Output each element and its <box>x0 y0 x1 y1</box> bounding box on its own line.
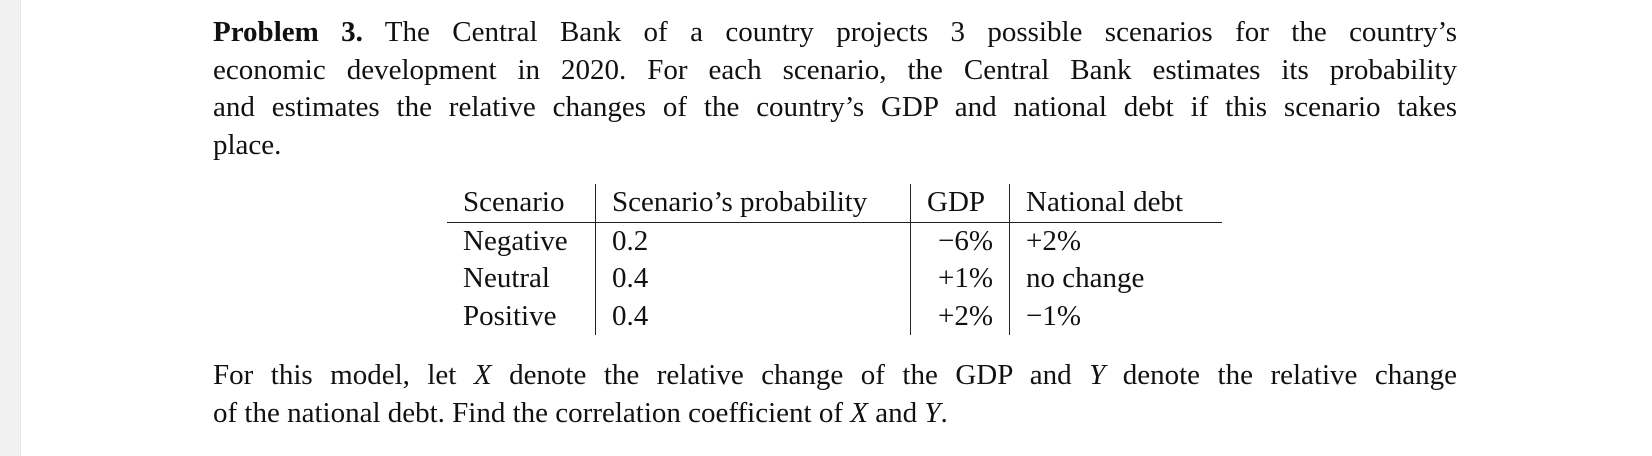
table-cell: no change <box>1009 260 1222 298</box>
closing: For this model, let X denote the relativ… <box>213 357 1457 432</box>
side-strip <box>0 0 21 456</box>
table-cell: Neutral <box>463 262 550 294</box>
header-cell: GDP <box>910 184 1010 223</box>
text: denote the relative change <box>1105 359 1457 391</box>
table-cell: −1% <box>1009 297 1222 335</box>
header-cell: Scenario’s probability <box>595 184 911 223</box>
text: and <box>867 396 925 429</box>
text: of the national debt. Find the correlati… <box>213 396 851 429</box>
text: The Central Bank of a country projects 3… <box>384 16 1457 48</box>
intro-line: place. <box>213 128 282 161</box>
math-variable: X <box>473 359 492 391</box>
math-variable: Y <box>1089 359 1106 391</box>
table-row: Positive 0.4 +2% −1% <box>447 297 1222 335</box>
header-cell: National debt <box>1009 184 1222 223</box>
table-cell: 0.4 <box>595 297 911 335</box>
math-variable: Y <box>924 396 941 429</box>
table-cell: 0.2 <box>595 222 911 260</box>
intro-line: Problem 3. The Central Bank of a country… <box>213 14 1457 52</box>
text: denote the relative change of the GDP an… <box>491 359 1090 391</box>
problem-label: Problem 3. <box>213 16 363 48</box>
intro-line: economic development in 2020. For each s… <box>213 53 1457 86</box>
table-cell: +1% <box>910 260 1010 298</box>
table-cell: +2% <box>910 297 1010 335</box>
math-variable: X <box>850 396 868 429</box>
table-row: Neutral 0.4 +1% no change <box>447 260 1222 298</box>
scenario-table: Scenario Scenario’s probability GDP Nati… <box>447 184 1222 335</box>
table-cell: +2% <box>1009 222 1222 260</box>
closing-line: For this model, let X denote the relativ… <box>213 357 1457 395</box>
header-row: Scenario Scenario’s probability GDP Nati… <box>447 184 1222 223</box>
table-cell: Positive <box>463 299 557 332</box>
text: . <box>940 396 948 429</box>
intro: Problem 3. The Central Bank of a country… <box>213 14 1457 164</box>
table-cell: −6% <box>910 222 1010 260</box>
text: For this model, let <box>213 359 474 391</box>
intro-line: and estimates the relative changes of th… <box>213 91 1457 123</box>
header-cell: Scenario <box>447 184 596 223</box>
table-row: Negative 0.2 −6% +2% <box>447 222 1222 260</box>
table-cell: 0.4 <box>595 260 911 298</box>
table-cell: Negative <box>463 224 568 257</box>
closing-line: of the national debt. Find the correlati… <box>213 395 1457 433</box>
